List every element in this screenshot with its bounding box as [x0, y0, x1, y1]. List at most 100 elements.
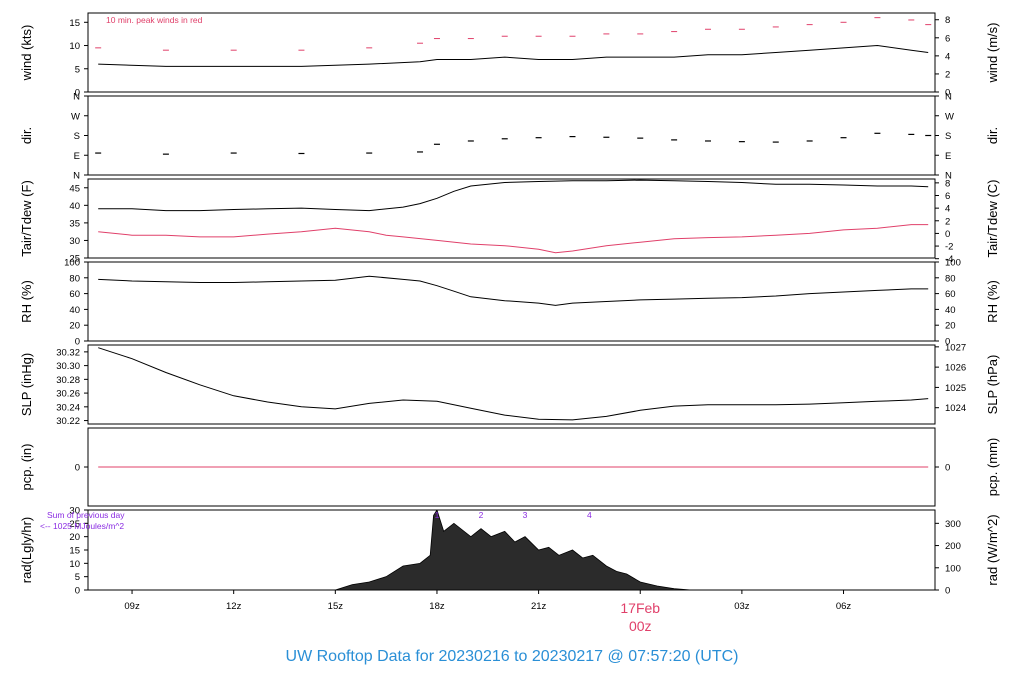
- x-axis: 09z 12z 15z 18z 21z 17Feb 00z 03z 06z: [124, 590, 851, 634]
- panel-wind: wind (kts) wind (m/s) 0 5 10 15 0 2 4 6 8 10 min. p…: [19, 12, 1000, 99]
- right-tick-label: 4: [945, 51, 950, 62]
- x-tick-label: 18z: [429, 601, 445, 612]
- right-tick-label: 8: [945, 15, 950, 26]
- left-tick-label: 25: [69, 254, 80, 265]
- right-tick-label: 8: [945, 178, 950, 189]
- right-tick-label: 80: [945, 273, 956, 284]
- left-tick-label: 60: [69, 289, 80, 300]
- x-tick-label: 09z: [124, 601, 140, 612]
- panel-slp: SLP (inHg) SLP (hPa) 30.22 30.24 30.26 30.28 3…: [19, 342, 1000, 427]
- left-tick-label: 30.32: [56, 347, 80, 358]
- right-tick-label: 6: [945, 33, 950, 44]
- panel-frame: [87, 12, 936, 93]
- right-tick-label: 0: [945, 88, 950, 99]
- x-tick-label: 03z: [734, 601, 750, 612]
- right-tick-label: 60: [945, 289, 956, 300]
- right-tick-label: 0: [945, 463, 950, 474]
- panel-pcp: pcp. (in) pcp. (mm) 0 0: [19, 427, 1000, 507]
- x-tick-label: 15z: [328, 601, 344, 612]
- rad-note-line2: <-- 1025 MJoules/m^2: [40, 521, 124, 531]
- left-tick-label: 15: [69, 546, 80, 557]
- x-tick-label: 21z: [531, 601, 547, 612]
- left-tick-label: S: [74, 131, 80, 142]
- panel-frame: [87, 261, 936, 342]
- right-tick-label: 6: [945, 191, 950, 202]
- right-tick-label: N: [945, 171, 952, 182]
- right-tick-label: 4: [945, 204, 950, 215]
- right-tick-label: E: [945, 151, 951, 162]
- rad-peak-label: 1: [435, 510, 440, 520]
- series-line-rh: [98, 275, 929, 306]
- right-tick-label: 2: [945, 216, 950, 227]
- footer-title: UW Rooftop Data for 20230216 to 20230217…: [285, 648, 739, 665]
- panel-rad: rad(Lgly/hr) rad (W/m^2)05101520253001002…: [19, 506, 1000, 597]
- left-tick-label: 10: [69, 41, 80, 52]
- left-tick-label: 30.30: [56, 361, 80, 372]
- left-tick-label: 30.28: [56, 375, 80, 386]
- left-tick-label: 5: [75, 64, 80, 75]
- left-tick-label: 45: [69, 183, 80, 194]
- left-axis-label: pcp. (in): [19, 444, 34, 491]
- left-tick-label: N: [73, 92, 80, 103]
- right-axis-label: SLP (hPa): [985, 355, 1000, 415]
- left-tick-label: 30.24: [56, 402, 80, 413]
- x-date-label: 17Feb: [620, 600, 660, 616]
- right-tick-label: 1024: [945, 403, 966, 414]
- left-tick-label: 30.22: [56, 416, 80, 427]
- left-tick-label: 0: [75, 337, 80, 348]
- right-tick-label: 100: [945, 563, 961, 574]
- left-tick-label: 30: [69, 236, 80, 247]
- panel-frame: [87, 95, 936, 176]
- right-tick-label: -2: [945, 242, 953, 253]
- right-axis-label: RH (%): [985, 280, 1000, 323]
- right-tick-label: -4: [945, 254, 953, 265]
- right-tick-label: 1025: [945, 383, 966, 394]
- left-tick-label: 15: [69, 18, 80, 29]
- left-tick-label: 25: [69, 519, 80, 530]
- x-tick-label: 06z: [836, 601, 852, 612]
- right-tick-label: 300: [945, 519, 961, 530]
- right-axis-label: pcp. (mm): [985, 438, 1000, 497]
- right-axis-label: dir.: [985, 127, 1000, 144]
- left-tick-label: 35: [69, 218, 80, 229]
- left-tick-label: 30.26: [56, 389, 80, 400]
- left-tick-label: 100: [64, 258, 80, 269]
- right-tick-label: 2: [945, 69, 950, 80]
- series-line-tair: [98, 179, 929, 212]
- left-tick-label: E: [74, 151, 80, 162]
- left-tick-label: 20: [69, 321, 80, 332]
- rad-peak-label: 2: [479, 510, 484, 520]
- left-axis-label: SLP (inHg): [19, 353, 34, 416]
- left-tick-label: 0: [75, 586, 80, 597]
- panel-temp: Tair/Tdew (F) Tair/Tdew (C)2530354045-4-2…: [19, 178, 1000, 265]
- series-line-wind-speed: [98, 44, 929, 67]
- left-axis-label: wind (kts): [19, 25, 34, 82]
- panel-frame: [87, 178, 936, 259]
- right-tick-label: 100: [945, 258, 961, 269]
- right-tick-label: 1026: [945, 363, 966, 374]
- left-axis-label: rad(Lgly/hr): [19, 517, 34, 583]
- left-tick-label: W: [71, 111, 80, 122]
- x-tick-label: 00z: [629, 618, 652, 634]
- left-axis-label: dir.: [19, 127, 34, 144]
- left-tick-label: 80: [69, 273, 80, 284]
- left-tick-label: 40: [69, 201, 80, 212]
- series-line-slp: [98, 347, 929, 421]
- right-tick-label: 0: [945, 337, 950, 348]
- left-tick-label: 0: [75, 463, 80, 474]
- rad-peak-label: 4: [587, 510, 592, 520]
- right-axis-label: rad (W/m^2): [985, 514, 1000, 585]
- series-line-tdew: [98, 224, 929, 254]
- right-tick-label: 20: [945, 321, 956, 332]
- left-tick-label: 30: [69, 506, 80, 517]
- right-tick-label: N: [945, 92, 952, 103]
- rad-note-line1: Sum of previous day: [47, 510, 125, 520]
- right-tick-label: 0: [945, 586, 950, 597]
- panel-rh: RH (%) RH (%) 0 20 40 60 80 100 0 20 40 60 80 100: [19, 258, 1000, 348]
- right-tick-label: S: [945, 131, 951, 142]
- left-tick-label: 10: [69, 559, 80, 570]
- left-axis-label: Tair/Tdew (F): [19, 180, 34, 257]
- right-tick-label: W: [945, 111, 954, 122]
